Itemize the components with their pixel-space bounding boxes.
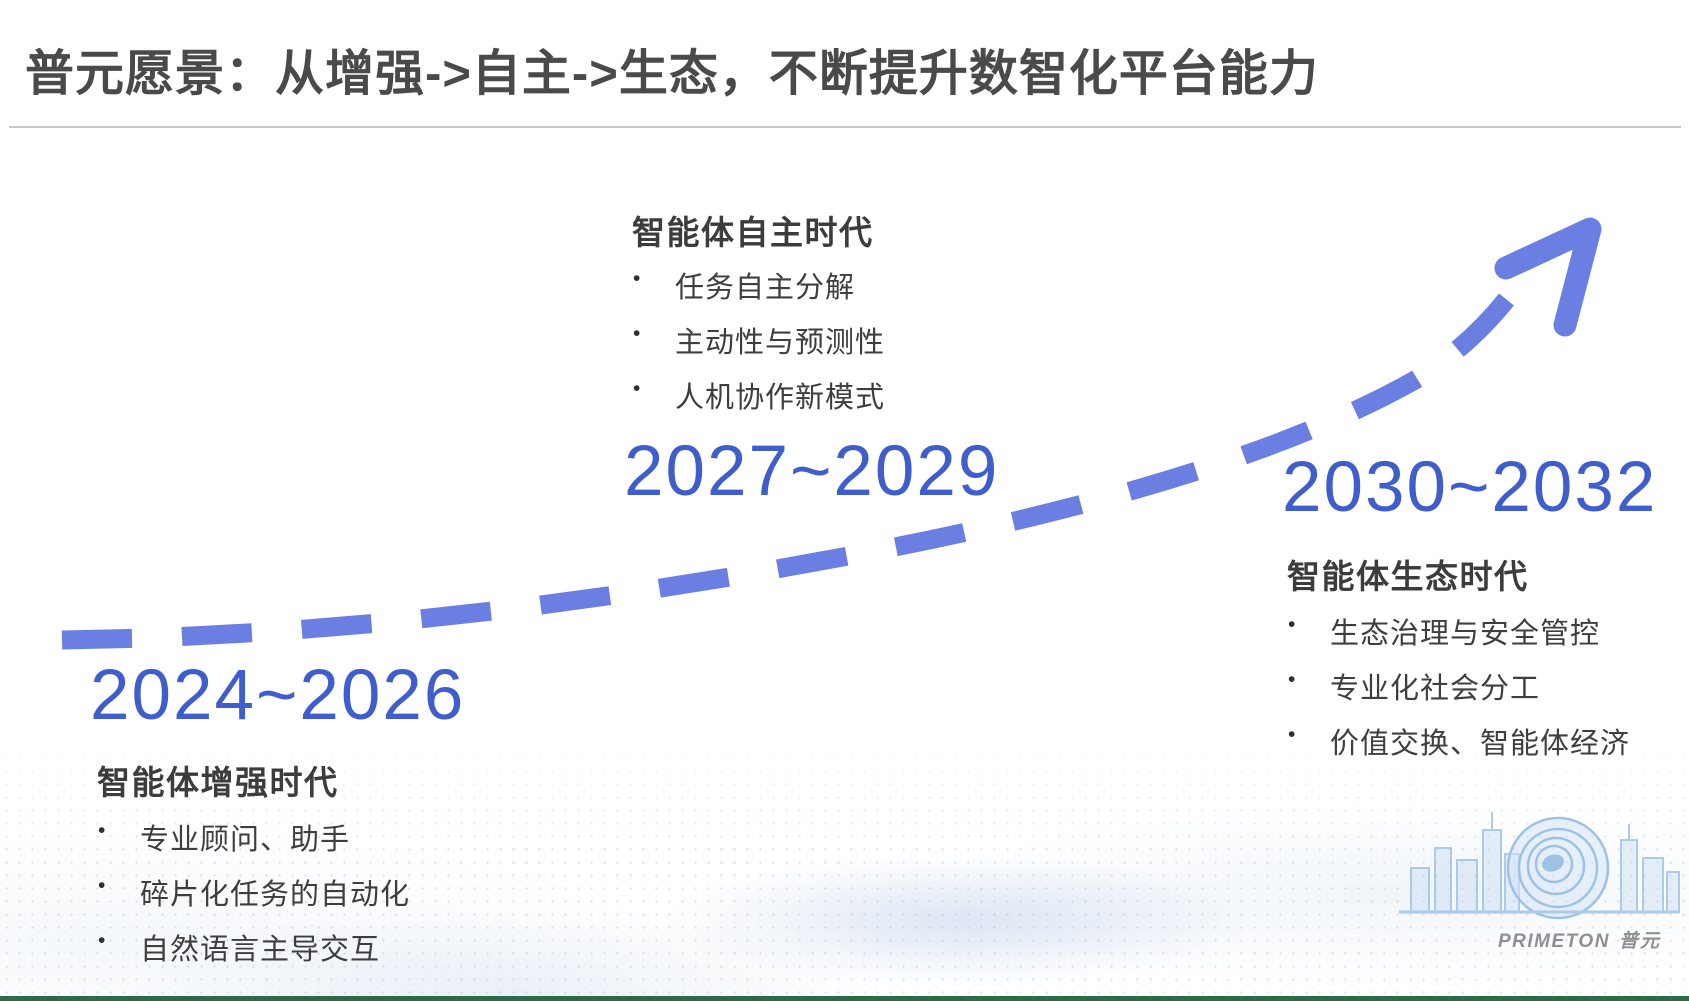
list-item: • 主动性与预测性 <box>633 319 885 374</box>
list-item: • 价值交换、智能体经济 <box>1288 720 1630 775</box>
list-item: • 专业化社会分工 <box>1288 665 1630 720</box>
bullet-dot-icon: • <box>1288 668 1297 691</box>
bullet-text: 主动性与预测性 <box>675 327 886 359</box>
bullet-dot-icon: • <box>98 819 107 842</box>
bullet-text: 生态治理与安全管控 <box>1330 618 1601 650</box>
era-2030-name: 智能体生态时代 <box>1287 558 1529 595</box>
bullet-dot-icon: • <box>98 929 107 952</box>
era-2024-years: 2024~2026 <box>90 656 466 735</box>
bullet-text: 专业顾问、助手 <box>140 824 351 856</box>
primeton-city-skyline-icon <box>1399 812 1680 920</box>
era-2030-bullet-list: • 生态治理与安全管控 • 专业化社会分工 • 价值交换、智能体经济 <box>1288 610 1630 775</box>
list-item: • 任务自主分解 <box>633 264 885 319</box>
bottom-accent-bar <box>0 996 1689 1001</box>
bullet-text: 人机协作新模式 <box>675 382 886 414</box>
era-2030-years: 2030~2032 <box>1282 448 1658 527</box>
primeton-logo-text: PRIMETON 普元 <box>1498 926 1661 953</box>
list-item: • 生态治理与安全管控 <box>1288 610 1630 665</box>
era-2027-name: 智能体自主时代 <box>632 214 874 251</box>
logo-brand-en: PRIMETON <box>1498 931 1610 952</box>
era-2027-bullet-list: • 任务自主分解 • 主动性与预测性 • 人机协作新模式 <box>633 264 885 429</box>
bullet-dot-icon: • <box>633 267 642 290</box>
bullet-dot-icon: • <box>98 874 107 897</box>
title-divider <box>9 126 1681 128</box>
era-2027-years: 2027~2029 <box>624 432 1000 511</box>
bullet-text: 碎片化任务的自动化 <box>140 879 411 911</box>
list-item: • 碎片化任务的自动化 <box>98 871 410 926</box>
era-2024-bullet-list: • 专业顾问、助手 • 碎片化任务的自动化 • 自然语言主导交互 <box>98 816 410 981</box>
bullet-dot-icon: • <box>633 322 642 345</box>
list-item: • 专业顾问、助手 <box>98 816 410 871</box>
page-title: 普元愿景：从增强->自主->生态，不断提升数智化平台能力 <box>25 47 1319 101</box>
bullet-dot-icon: • <box>633 377 642 400</box>
list-item: • 自然语言主导交互 <box>98 926 410 981</box>
bullet-text: 自然语言主导交互 <box>140 934 381 966</box>
particle-wave-background <box>0 726 1689 996</box>
bullet-text: 任务自主分解 <box>675 272 856 304</box>
list-item: • 人机协作新模式 <box>633 374 885 429</box>
bullet-dot-icon: • <box>1288 723 1297 746</box>
bullet-text: 价值交换、智能体经济 <box>1330 728 1631 760</box>
bullet-text: 专业化社会分工 <box>1330 673 1541 705</box>
bullet-dot-icon: • <box>1288 613 1297 636</box>
era-2024-name: 智能体增强时代 <box>97 764 339 801</box>
logo-brand-cn: 普元 <box>1618 931 1661 952</box>
